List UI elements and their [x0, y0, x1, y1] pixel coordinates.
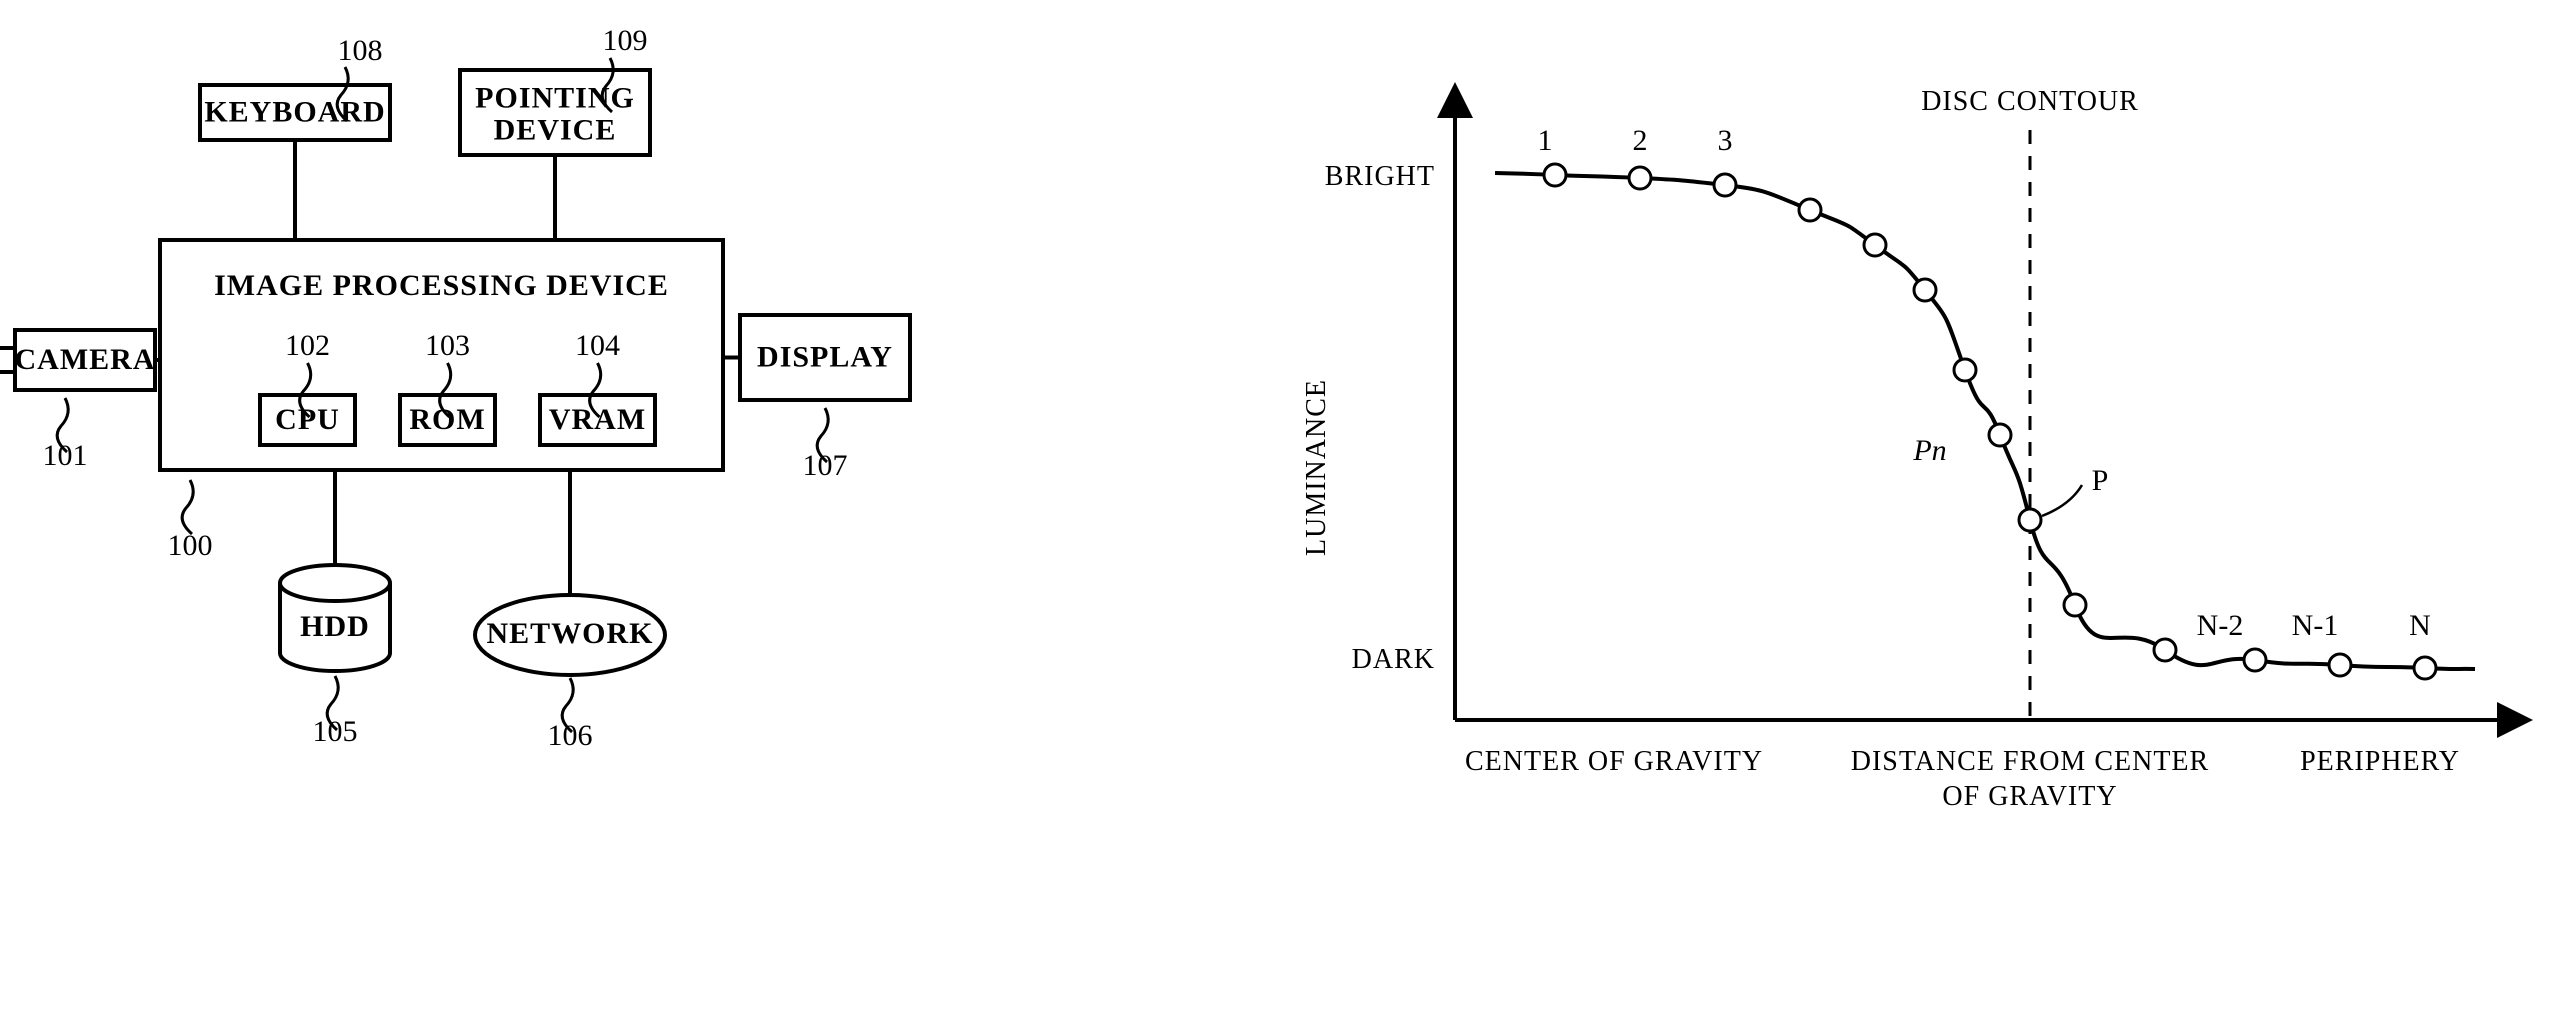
point-label: 3	[1718, 124, 1733, 157]
data-point	[2064, 594, 2086, 616]
data-point	[2244, 649, 2266, 671]
data-point	[1914, 279, 1936, 301]
x-center-label-1: DISTANCE FROM CENTER	[1851, 746, 2209, 777]
label: DISPLAY	[757, 340, 893, 373]
label: CAMERA	[15, 343, 156, 376]
ref-number: 103	[425, 329, 470, 362]
luminance-chart: DISC CONTOUR BRIGHT DARK LUMINANCE CENTER OF…	[1301, 86, 2500, 812]
data-point	[1864, 234, 1886, 256]
data-point	[1989, 424, 2011, 446]
point-label: 1	[1538, 124, 1553, 157]
data-point	[1629, 167, 1651, 189]
point-label: P	[2092, 464, 2109, 497]
ref-number: 109	[603, 24, 648, 57]
y-bottom-label: DARK	[1352, 644, 1435, 675]
ref-number: 100	[168, 529, 213, 562]
ref-number: 108	[338, 34, 383, 67]
label: CPU	[275, 403, 340, 436]
point-label: N	[2409, 609, 2431, 642]
block-diagram: IMAGE PROCESSING DEVICE CPU ROM VRAM 102 103 1…	[0, 24, 910, 752]
x-center-label-2: OF GRAVITY	[1942, 781, 2117, 812]
data-point	[1544, 164, 1566, 186]
data-point	[2329, 654, 2351, 676]
ref-number: 102	[285, 329, 330, 362]
ref-number: 105	[313, 715, 358, 748]
label: ROM	[409, 403, 485, 436]
ipd-label: IMAGE PROCESSING DEVICE	[214, 269, 669, 302]
point-label: N-2	[2197, 609, 2244, 642]
data-point	[1799, 199, 1821, 221]
leader-line	[2042, 485, 2082, 516]
label: DEVICE	[494, 113, 617, 146]
y-axis-title: LUMINANCE	[1301, 379, 1332, 556]
x-left-label: CENTER OF GRAVITY	[1465, 746, 1763, 777]
data-point	[2414, 657, 2436, 679]
point-label: Pn	[1912, 434, 1946, 467]
ref-tail	[182, 480, 193, 534]
ref-number: 107	[803, 449, 848, 482]
page: { "diagram": { "stroke": "#000000", "str…	[0, 0, 2550, 1021]
label: VRAM	[549, 403, 646, 436]
data-point	[1714, 174, 1736, 196]
x-right-label: PERIPHERY	[2300, 746, 2460, 777]
network-label: NETWORK	[486, 617, 653, 650]
point-label: N-1	[2292, 609, 2339, 642]
label: KEYBOARD	[204, 95, 385, 128]
figure-svg: IMAGE PROCESSING DEVICE CPU ROM VRAM 102 103 1…	[0, 0, 2550, 1021]
disc-contour-label: DISC CONTOUR	[1921, 86, 2139, 117]
ref-number: 101	[43, 439, 88, 472]
ref-number: 106	[548, 719, 593, 752]
camera-lens	[0, 348, 15, 372]
point-label: 2	[1633, 124, 1648, 157]
luminance-curve	[1495, 173, 2475, 669]
ref-number: 104	[575, 329, 620, 362]
data-point	[2154, 639, 2176, 661]
data-point	[1954, 359, 1976, 381]
hdd-label: HDD	[300, 610, 370, 643]
data-point	[2019, 509, 2041, 531]
y-top-label: BRIGHT	[1325, 161, 1435, 192]
